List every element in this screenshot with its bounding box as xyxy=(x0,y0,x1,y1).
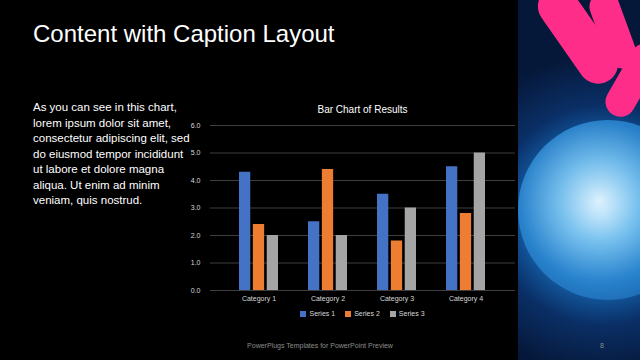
svg-text:4.0: 4.0 xyxy=(191,177,201,184)
svg-text:Category 2: Category 2 xyxy=(311,295,345,303)
html-text:As you can see in this chart,: As you can see in this chart, lorem ipsu… xyxy=(33,101,190,206)
html-text:Series 2: Series 2 xyxy=(354,310,380,317)
svg-text:Category 1: Category 1 xyxy=(242,295,276,303)
svg-text:6.0: 6.0 xyxy=(191,122,201,129)
html-text:Series 3: Series 3 xyxy=(398,310,425,317)
svg-text:0.0: 0.0 xyxy=(191,287,201,294)
html-text:PowerPlugs Templates for Power: PowerPlugs Templates for PowerPoint Prev… xyxy=(247,342,393,349)
svg-text:Category 4: Category 4 xyxy=(449,295,483,303)
svg-text:1.0: 1.0 xyxy=(191,259,201,266)
svg-text:Category 3: Category 3 xyxy=(380,295,414,303)
svg-text:5.0: 5.0 xyxy=(191,149,201,156)
html-text:Content with Caption Layout: Content with Caption Layout xyxy=(33,20,335,47)
html-text:Series 1: Series 1 xyxy=(309,310,336,317)
html-text:Bar Chart of Results: Bar Chart of Results xyxy=(317,104,408,115)
svg-text:3.0: 3.0 xyxy=(191,204,201,211)
html-text:8: 8 xyxy=(600,342,604,349)
svg-text:2.0: 2.0 xyxy=(191,232,201,239)
